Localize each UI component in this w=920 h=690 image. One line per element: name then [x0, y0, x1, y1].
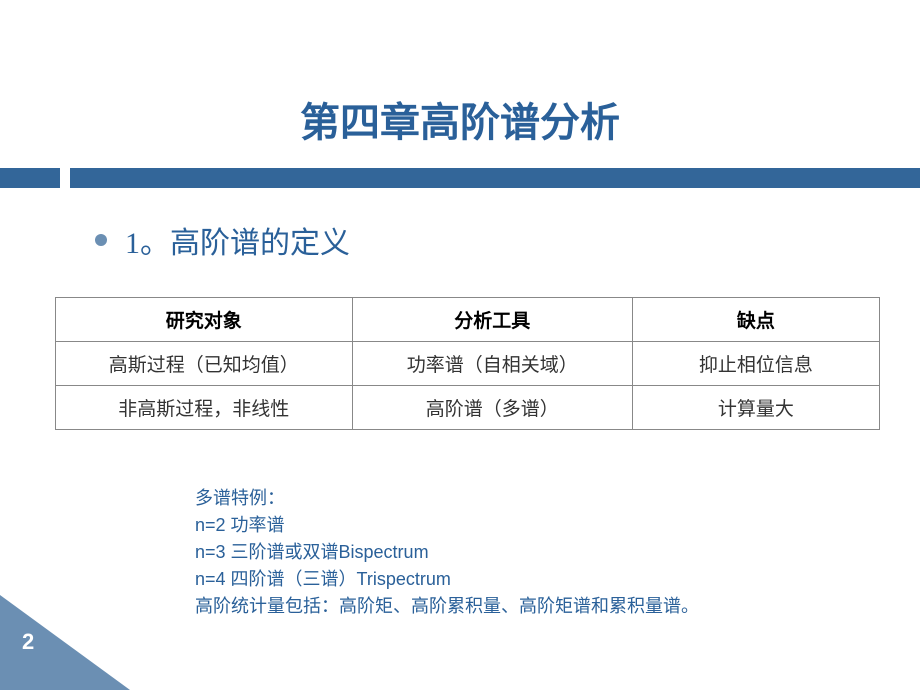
note-line: 多谱特例： [195, 485, 920, 512]
note-line: n=3 三阶谱或双谱Bispectrum [195, 539, 920, 566]
divider-bar [0, 168, 920, 188]
divider-bar-left [0, 168, 60, 188]
table-cell: 高阶谱（多谱） [352, 386, 632, 430]
chapter-title: 第四章高阶谱分析 [0, 0, 920, 168]
notes-block: 多谱特例： n=2 功率谱 n=3 三阶谱或双谱Bispectrum n=4 四… [0, 485, 920, 620]
section-heading-text: 1。高阶谱的定义 [125, 218, 350, 262]
table-header-row: 研究对象 分析工具 缺点 [56, 298, 880, 342]
note-line: n=4 四阶谱（三谱）Trispectrum [195, 566, 920, 593]
table-cell: 抑止相位信息 [632, 342, 879, 386]
table-header-cell: 研究对象 [56, 298, 353, 342]
comparison-table-wrap: 研究对象 分析工具 缺点 高斯过程（已知均值） 功率谱（自相关域） 抑止相位信息… [0, 297, 920, 430]
table-cell: 高斯过程（已知均值） [56, 342, 353, 386]
table-cell: 功率谱（自相关域） [352, 342, 632, 386]
note-line: n=2 功率谱 [195, 512, 920, 539]
table-cell: 非高斯过程，非线性 [56, 386, 353, 430]
comparison-table: 研究对象 分析工具 缺点 高斯过程（已知均值） 功率谱（自相关域） 抑止相位信息… [55, 297, 880, 430]
table-cell: 计算量大 [632, 386, 879, 430]
table-row: 高斯过程（已知均值） 功率谱（自相关域） 抑止相位信息 [56, 342, 880, 386]
note-line: 高阶统计量包括：高阶矩、高阶累积量、高阶矩谱和累积量谱。 [195, 593, 920, 620]
section-heading: 1。高阶谱的定义 [0, 218, 920, 262]
bullet-icon [95, 234, 107, 246]
table-header-cell: 缺点 [632, 298, 879, 342]
table-header-cell: 分析工具 [352, 298, 632, 342]
divider-bar-right [70, 168, 920, 188]
page-number: 2 [22, 629, 34, 655]
divider-bar-gap [60, 168, 70, 188]
corner-decoration [0, 595, 130, 690]
table-row: 非高斯过程，非线性 高阶谱（多谱） 计算量大 [56, 386, 880, 430]
